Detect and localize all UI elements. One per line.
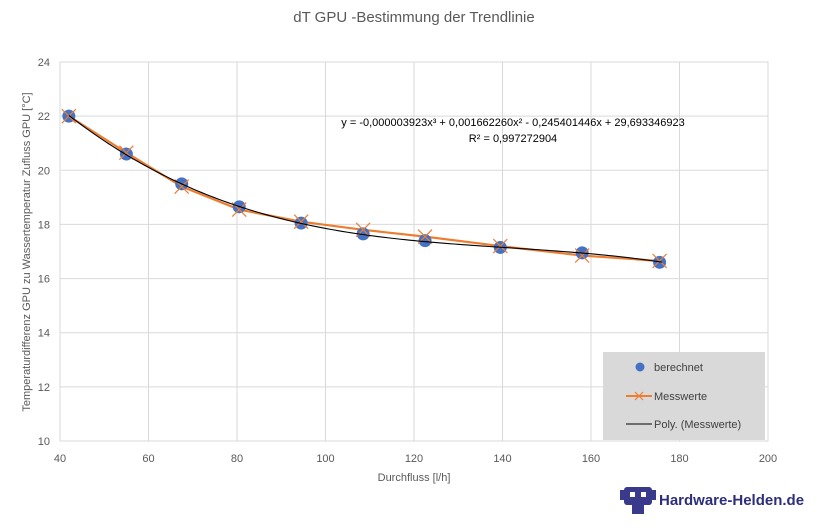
messwerte-point	[574, 248, 590, 263]
messwerte-point	[652, 253, 668, 269]
messwerte-point	[293, 214, 309, 230]
y-axis-title: Temperaturdifferenz GPU zu Wassertempera…	[21, 92, 33, 411]
y-tick-label: 12	[38, 382, 50, 394]
messwerte-point	[355, 222, 371, 238]
y-tick-label: 22	[38, 111, 50, 123]
messwerte-line	[68, 115, 660, 263]
legend-label-messwerte: Messwerte	[654, 391, 707, 403]
y-tick-label: 16	[38, 274, 50, 286]
x-tick-label: 40	[54, 453, 66, 465]
x-tick-label: 80	[231, 453, 243, 465]
watermark-logo: Hardware-Helden.de	[620, 487, 804, 514]
x-axis-title: Durchfluss [l/h]	[378, 472, 451, 484]
legend-label-berechnet: berechnet	[654, 362, 703, 374]
messwerte-point	[61, 108, 77, 124]
x-tick-label: 140	[493, 453, 511, 465]
y-tick-label: 20	[38, 165, 50, 177]
messwerte-point	[492, 238, 508, 254]
berechnet-point	[356, 227, 370, 241]
y-axis-ticks: 10 12 14 16 18 20 22 24	[38, 57, 50, 448]
y-tick-label: 10	[38, 436, 50, 448]
trendline-equation: y = -0,000003923x³ + 0,001662260x² - 0,2…	[341, 117, 684, 129]
x-tick-label: 160	[582, 453, 600, 465]
legend-label-poly: Poly. (Messwerte)	[654, 419, 741, 431]
x-tick-label: 100	[316, 453, 334, 465]
x-tick-label: 200	[759, 453, 777, 465]
legend: berechnet Messwerte Poly. (Messwerte)	[603, 352, 765, 440]
y-tick-label: 24	[38, 57, 50, 69]
x-axis-ticks: 40 60 80 100 120 140 160 180 200	[54, 453, 777, 465]
plot-area-border	[59, 61, 769, 442]
r-squared-label: R² = 0,997272904	[469, 133, 557, 145]
watermark-text: Hardware-Helden.de	[659, 492, 804, 509]
legend-marker-berechnet	[635, 362, 645, 372]
trendline-curve	[68, 114, 662, 263]
x-tick-label: 120	[405, 453, 423, 465]
y-tick-label: 18	[38, 219, 50, 231]
legend-marker-messwerte	[634, 391, 644, 401]
x-tick-label: 180	[670, 453, 688, 465]
x-tick-label: 60	[142, 453, 154, 465]
berechnet-point	[418, 234, 432, 248]
robot-logo-icon	[620, 487, 656, 514]
y-tick-label: 14	[38, 328, 50, 340]
berechnet-point	[119, 147, 133, 161]
chart-title: dT GPU -Bestimmung der Trendlinie	[293, 9, 535, 26]
series-layer	[61, 108, 668, 269]
